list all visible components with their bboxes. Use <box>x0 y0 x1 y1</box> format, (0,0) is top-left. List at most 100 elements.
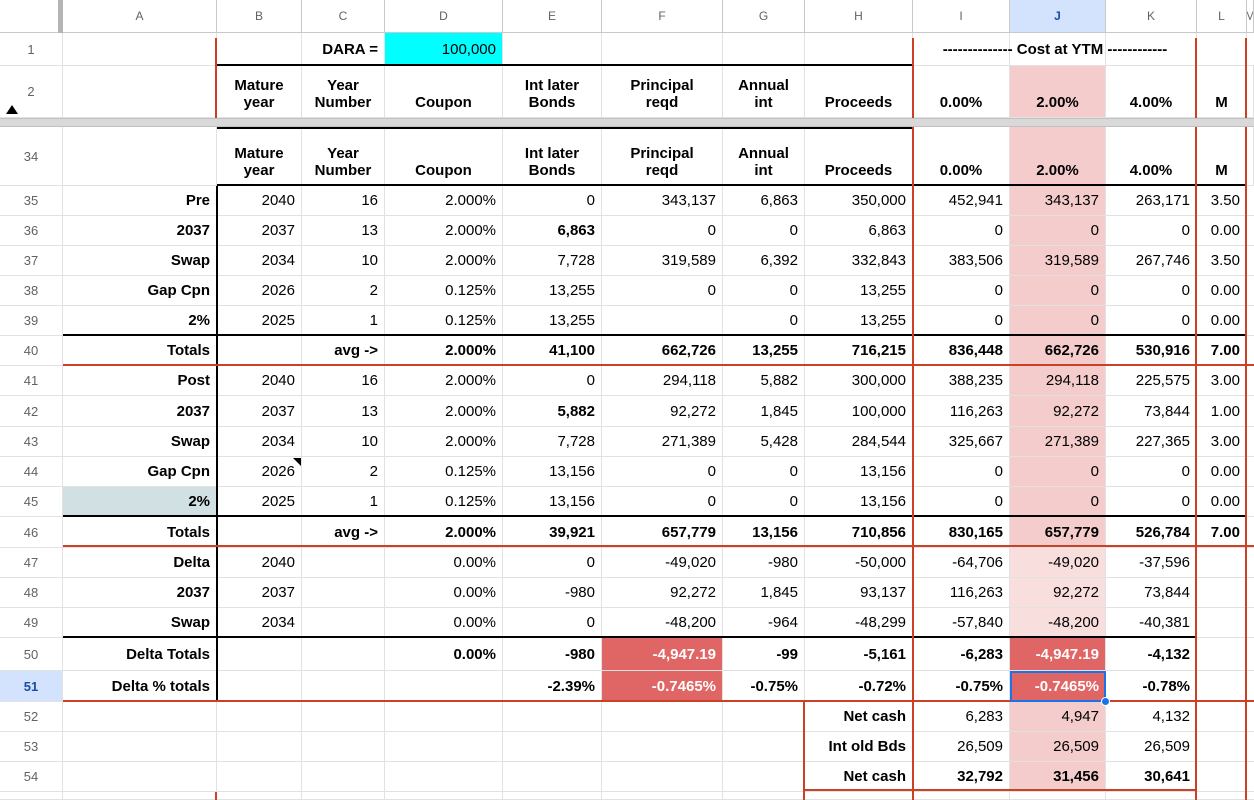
cell-M50[interactable] <box>1247 638 1254 671</box>
cell-K39[interactable]: 0 <box>1106 306 1197 336</box>
frozen-pane-toggle-icon[interactable] <box>6 105 18 114</box>
cell-H39[interactable]: 13,255 <box>805 306 913 336</box>
column-header-E[interactable]: E <box>503 0 602 33</box>
cell-B1[interactable] <box>217 33 302 66</box>
cell-K51[interactable]: -0.78% <box>1106 671 1197 702</box>
row-header-43[interactable]: 43 <box>0 427 63 457</box>
cell-H55[interactable] <box>805 792 913 800</box>
row-header-45[interactable]: 45 <box>0 487 63 517</box>
cell-G50[interactable]: -99 <box>723 638 805 671</box>
row-header-39[interactable]: 39 <box>0 306 63 336</box>
cell-C54[interactable] <box>302 762 385 792</box>
cell-L40[interactable]: 7.00 <box>1197 336 1247 366</box>
cell-C51[interactable] <box>302 671 385 702</box>
cell-F35[interactable]: 343,137 <box>602 186 723 216</box>
cell-B35[interactable]: 2040 <box>217 186 302 216</box>
cell-G37[interactable]: 6,392 <box>723 246 805 276</box>
cell-E47[interactable]: 0 <box>503 548 602 578</box>
row-header-37[interactable]: 37 <box>0 246 63 276</box>
cell-E52[interactable] <box>503 702 602 732</box>
cell-A49[interactable]: Swap <box>63 608 217 638</box>
cell-F47[interactable]: -49,020 <box>602 548 723 578</box>
cell-L39[interactable]: 0.00 <box>1197 306 1247 336</box>
cell-J46[interactable]: 657,779 <box>1010 517 1106 548</box>
cell-K2[interactable]: 4.00% <box>1106 66 1197 118</box>
cell-E44[interactable]: 13,156 <box>503 457 602 487</box>
row-header-48[interactable]: 48 <box>0 578 63 608</box>
cell-H46[interactable]: 710,856 <box>805 517 913 548</box>
cell-K40[interactable]: 530,916 <box>1106 336 1197 366</box>
row-header-38[interactable]: 38 <box>0 276 63 306</box>
cell-L54[interactable] <box>1197 762 1247 792</box>
cell-A1[interactable] <box>63 33 217 66</box>
cell-K38[interactable]: 0 <box>1106 276 1197 306</box>
cell-F45[interactable]: 0 <box>602 487 723 517</box>
cell-K37[interactable]: 267,746 <box>1106 246 1197 276</box>
cell-H49[interactable]: -48,299 <box>805 608 913 638</box>
cell-C35[interactable]: 16 <box>302 186 385 216</box>
cell-D44[interactable]: 0.125% <box>385 457 503 487</box>
cell-A41[interactable]: Post <box>63 366 217 396</box>
cell-B39[interactable]: 2025 <box>217 306 302 336</box>
cell-J1[interactable] <box>1010 33 1106 66</box>
cell-D54[interactable] <box>385 762 503 792</box>
cell-L41[interactable]: 3.00 <box>1197 366 1247 396</box>
cell-I1[interactable] <box>913 33 1010 66</box>
cell-E1[interactable] <box>503 33 602 66</box>
cell-K50[interactable]: -4,132 <box>1106 638 1197 671</box>
cell-D2[interactable]: Coupon <box>385 66 503 118</box>
cell-L53[interactable] <box>1197 732 1247 762</box>
cell-M35[interactable] <box>1247 186 1254 216</box>
cell-I35[interactable]: 452,941 <box>913 186 1010 216</box>
cell-H53[interactable]: Int old Bds <box>805 732 913 762</box>
cell-L2[interactable]: M <box>1197 66 1247 118</box>
cell-E42[interactable]: 5,882 <box>503 396 602 427</box>
cell-L37[interactable]: 3.50 <box>1197 246 1247 276</box>
cell-E45[interactable]: 13,156 <box>503 487 602 517</box>
cell-I44[interactable]: 0 <box>913 457 1010 487</box>
cell-D39[interactable]: 0.125% <box>385 306 503 336</box>
cell-E2[interactable]: Int later Bonds <box>503 66 602 118</box>
cell-A54[interactable] <box>63 762 217 792</box>
row-header-1[interactable]: 1 <box>0 33 63 66</box>
cell-K47[interactable]: -37,596 <box>1106 548 1197 578</box>
cell-H34[interactable]: Proceeds <box>805 127 913 186</box>
cell-J43[interactable]: 271,389 <box>1010 427 1106 457</box>
column-header-D[interactable]: D <box>385 0 503 33</box>
cell-F39[interactable] <box>602 306 723 336</box>
cell-A40[interactable]: Totals <box>63 336 217 366</box>
cell-L47[interactable] <box>1197 548 1247 578</box>
cell-G46[interactable]: 13,156 <box>723 517 805 548</box>
row-header-50[interactable]: 50 <box>0 638 63 671</box>
row-header-53[interactable]: 53 <box>0 732 63 762</box>
cell-E35[interactable]: 0 <box>503 186 602 216</box>
cell-M36[interactable] <box>1247 216 1254 246</box>
column-header-J[interactable]: J <box>1010 0 1106 33</box>
cell-D35[interactable]: 2.000% <box>385 186 503 216</box>
row-header-54[interactable]: 54 <box>0 762 63 792</box>
cell-H41[interactable]: 300,000 <box>805 366 913 396</box>
cell-H37[interactable]: 332,843 <box>805 246 913 276</box>
row-header-46[interactable]: 46 <box>0 517 63 548</box>
cell-E46[interactable]: 39,921 <box>503 517 602 548</box>
cell-A36[interactable]: 2037 <box>63 216 217 246</box>
cell-I40[interactable]: 836,448 <box>913 336 1010 366</box>
cell-J40[interactable]: 662,726 <box>1010 336 1106 366</box>
cell-M55[interactable] <box>1247 792 1254 800</box>
column-header-B[interactable]: B <box>217 0 302 33</box>
cell-I42[interactable]: 116,263 <box>913 396 1010 427</box>
cell-D1[interactable]: 100,000 <box>385 33 503 66</box>
cell-D50[interactable]: 0.00% <box>385 638 503 671</box>
cell-J39[interactable]: 0 <box>1010 306 1106 336</box>
cell-G47[interactable]: -980 <box>723 548 805 578</box>
cell-A37[interactable]: Swap <box>63 246 217 276</box>
cell-E38[interactable]: 13,255 <box>503 276 602 306</box>
cell-I34[interactable]: 0.00% <box>913 127 1010 186</box>
cell-L34[interactable]: M <box>1197 127 1247 186</box>
cell-K35[interactable]: 263,171 <box>1106 186 1197 216</box>
cell-I47[interactable]: -64,706 <box>913 548 1010 578</box>
cell-M53[interactable] <box>1247 732 1254 762</box>
cell-J48[interactable]: 92,272 <box>1010 578 1106 608</box>
cell-H44[interactable]: 13,156 <box>805 457 913 487</box>
cell-F40[interactable]: 662,726 <box>602 336 723 366</box>
